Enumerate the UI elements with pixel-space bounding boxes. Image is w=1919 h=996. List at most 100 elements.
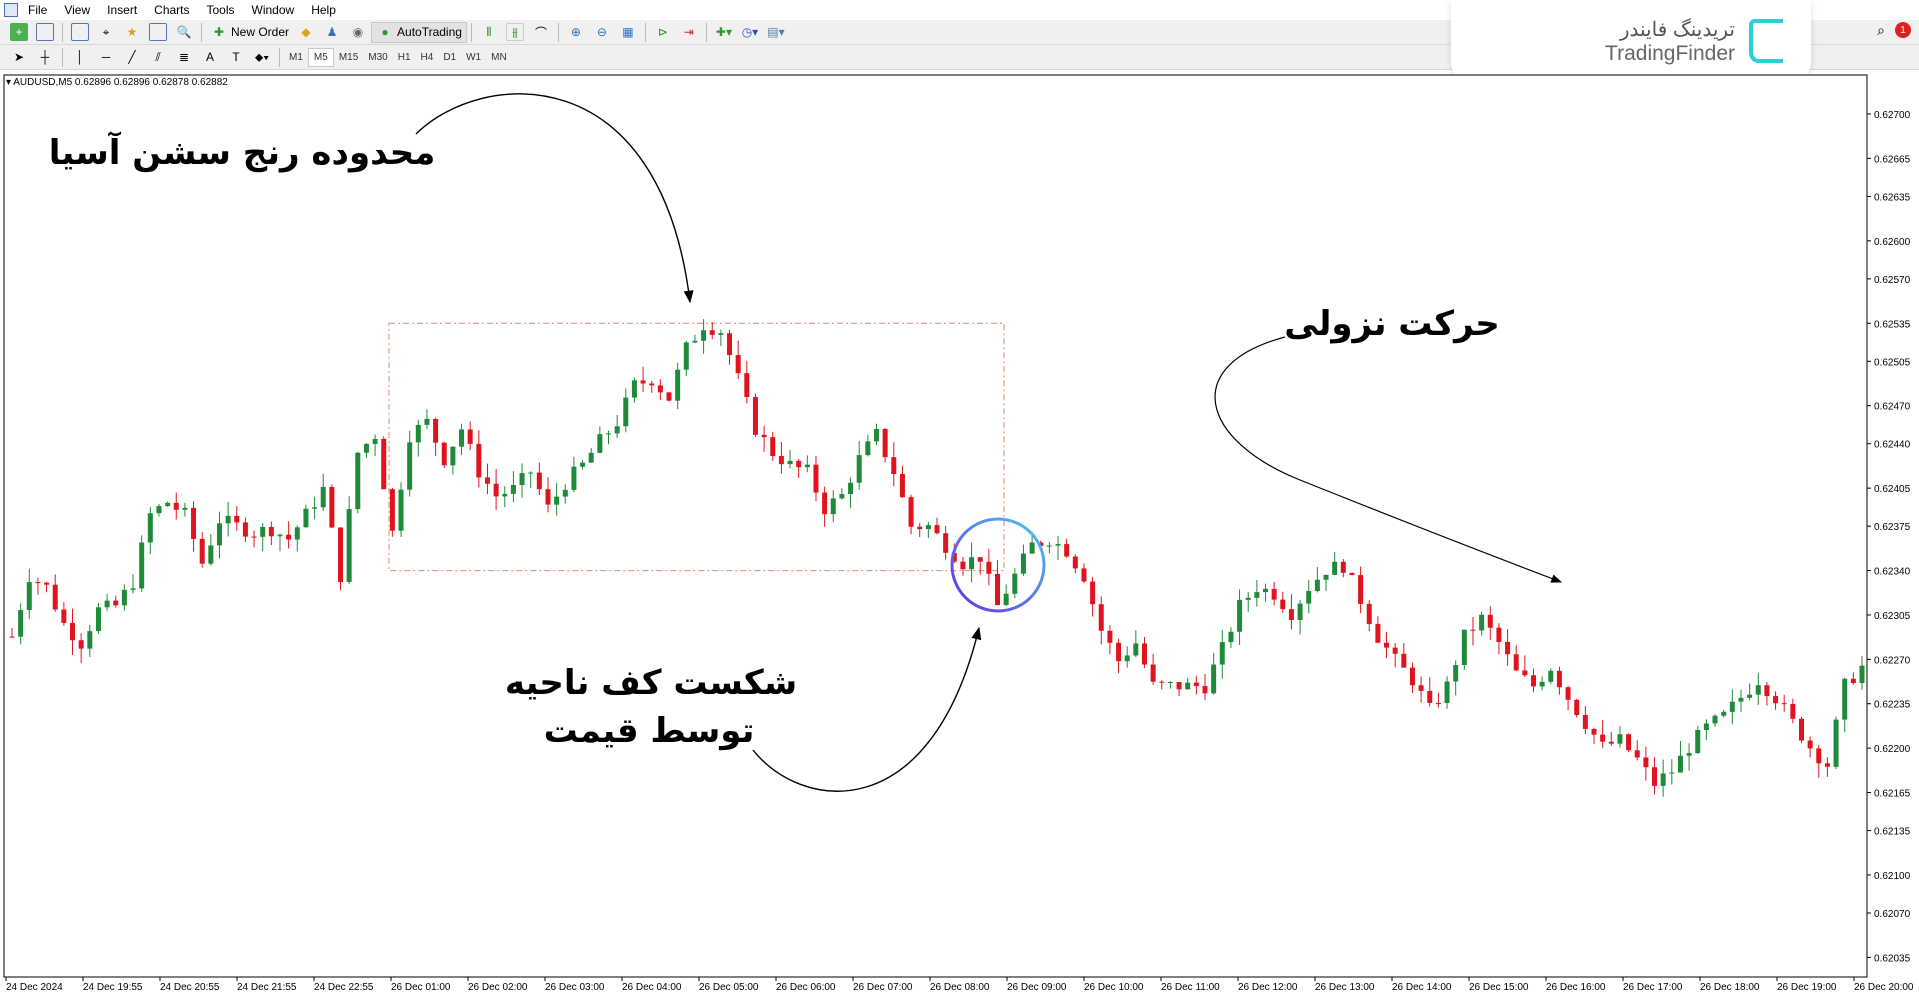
notification-badge[interactable]: 1	[1895, 22, 1911, 38]
chart-canvas[interactable]: 0.62700 0.62665 0.62635 0.62600 0.62570 0.625…	[0, 73, 1919, 996]
candlestick-chart-icon[interactable]: ⫵	[505, 23, 524, 41]
menu-tools[interactable]: Tools	[206, 3, 235, 17]
bar-chart-icon[interactable]: ⫴	[486, 24, 492, 39]
indicators-icon[interactable]: ✚▾	[715, 25, 732, 39]
candle	[26, 568, 32, 619]
price-tick-label: 0.62235	[1874, 700, 1911, 711]
timeframe-m1[interactable]: M1	[289, 51, 303, 63]
candle-body	[1392, 647, 1398, 654]
timeframe-mn[interactable]: MN	[491, 51, 507, 63]
periods-icon[interactable]: ◷▾	[741, 25, 759, 39]
candle	[424, 409, 430, 429]
fibonacci-icon[interactable]: ≣	[178, 50, 190, 64]
candle-body	[796, 460, 802, 468]
menu-view[interactable]: View	[64, 3, 91, 17]
vertical-line-icon[interactable]: │	[76, 50, 84, 64]
candle	[1660, 759, 1666, 797]
market-watch-icon[interactable]	[71, 23, 89, 41]
signals-icon[interactable]: ♟	[326, 25, 338, 39]
time-tick-label: 26 Dec 15:00	[1469, 982, 1529, 993]
candle	[683, 340, 689, 376]
candle-body	[1245, 597, 1251, 600]
timeframe-h4[interactable]: H4	[420, 51, 434, 63]
chart-shift-icon[interactable]: ⊳	[657, 25, 668, 39]
candle	[1842, 677, 1848, 733]
candle-body	[424, 418, 430, 425]
terminal-icon[interactable]	[149, 23, 167, 41]
equidistant-channel-icon[interactable]: ⫽	[155, 49, 161, 64]
timeframe-w1[interactable]: W1	[466, 51, 482, 63]
candle	[1072, 554, 1078, 574]
search-icon[interactable]: ⌕	[1877, 22, 1885, 38]
cursor-icon[interactable]: ➤	[13, 50, 25, 64]
new-order-button[interactable]: ✚ New Order	[206, 22, 293, 43]
candle	[165, 501, 171, 507]
candle-body	[640, 380, 646, 384]
candle	[502, 486, 508, 508]
candle	[640, 366, 646, 393]
candle-body	[1591, 728, 1597, 735]
candle	[908, 494, 914, 535]
text-icon[interactable]: A	[205, 50, 214, 64]
candle	[70, 608, 76, 655]
market-icon[interactable]: ◉	[352, 25, 364, 39]
profiles-icon[interactable]	[36, 23, 54, 41]
horizontal-line-icon[interactable]: ─	[101, 50, 111, 64]
zoom-in-icon[interactable]: ⊕	[570, 25, 581, 39]
candle-body	[787, 460, 793, 465]
candle	[415, 419, 421, 457]
price-tick-label: 0.62135	[1874, 827, 1911, 838]
data-window-icon[interactable]: ⌖	[102, 24, 110, 39]
autotrading-button[interactable]: ● AutoTrading	[371, 21, 467, 43]
candle	[986, 548, 992, 586]
zoom-out-icon[interactable]: ⊖	[596, 25, 607, 39]
candle-body	[484, 477, 490, 484]
candle-body	[830, 498, 836, 515]
separator	[705, 22, 707, 42]
line-chart-icon[interactable]: ⌒	[534, 25, 547, 40]
candle-body	[657, 385, 663, 393]
menu-file[interactable]: File	[28, 3, 48, 17]
candle	[1608, 732, 1614, 746]
crosshair-icon[interactable]: ┼	[40, 50, 50, 64]
menu-window[interactable]: Window	[251, 3, 295, 17]
candle	[649, 381, 655, 393]
candle	[1582, 706, 1588, 734]
chart-symbol-info: ▾ AUDUSD,M5 0.62896 0.62896 0.62878 0.62…	[6, 77, 228, 88]
navigator-icon[interactable]: ★	[126, 25, 138, 39]
arrows-icon[interactable]: ⬥▾	[254, 49, 270, 64]
candle	[536, 462, 542, 496]
candle-body	[1072, 556, 1078, 569]
price-tick-label: 0.62375	[1874, 522, 1911, 533]
autotrading-icon: ●	[381, 25, 389, 39]
metaeditor-icon[interactable]: ◆	[301, 25, 311, 39]
candle-body	[1384, 642, 1390, 648]
new-chart-icon[interactable]: +	[10, 23, 28, 41]
timeframe-m30[interactable]: M30	[368, 51, 388, 63]
trendline-icon[interactable]: ╱	[128, 50, 136, 64]
timeframe-m15[interactable]: M15	[338, 51, 359, 63]
time-tick-label: 26 Dec 10:00	[1084, 982, 1144, 993]
menu-insert[interactable]: Insert	[107, 3, 138, 17]
candle-body	[156, 506, 162, 514]
candle-body	[1167, 682, 1173, 684]
candle	[87, 624, 93, 658]
timeframe-h1[interactable]: H1	[397, 51, 411, 63]
timeframe-m5[interactable]: M5	[307, 47, 334, 67]
text-label-icon[interactable]: T	[232, 50, 240, 64]
candle	[1764, 682, 1770, 706]
timeframe-d1[interactable]: D1	[443, 51, 457, 63]
strategy-tester-icon[interactable]: 🔍	[176, 25, 192, 39]
candle	[969, 542, 975, 583]
autoscroll-icon[interactable]: ⇥	[683, 25, 694, 39]
menu-charts[interactable]: Charts	[154, 3, 190, 17]
candle-body	[519, 473, 525, 486]
candle	[407, 430, 413, 497]
tile-windows-icon[interactable]: ▦	[622, 25, 634, 39]
candle	[873, 423, 879, 446]
templates-icon[interactable]: ▤▾	[767, 25, 785, 39]
candle	[199, 532, 205, 568]
candle-body	[78, 640, 84, 649]
candle-body	[1747, 694, 1753, 698]
menu-help[interactable]: Help	[311, 3, 336, 17]
